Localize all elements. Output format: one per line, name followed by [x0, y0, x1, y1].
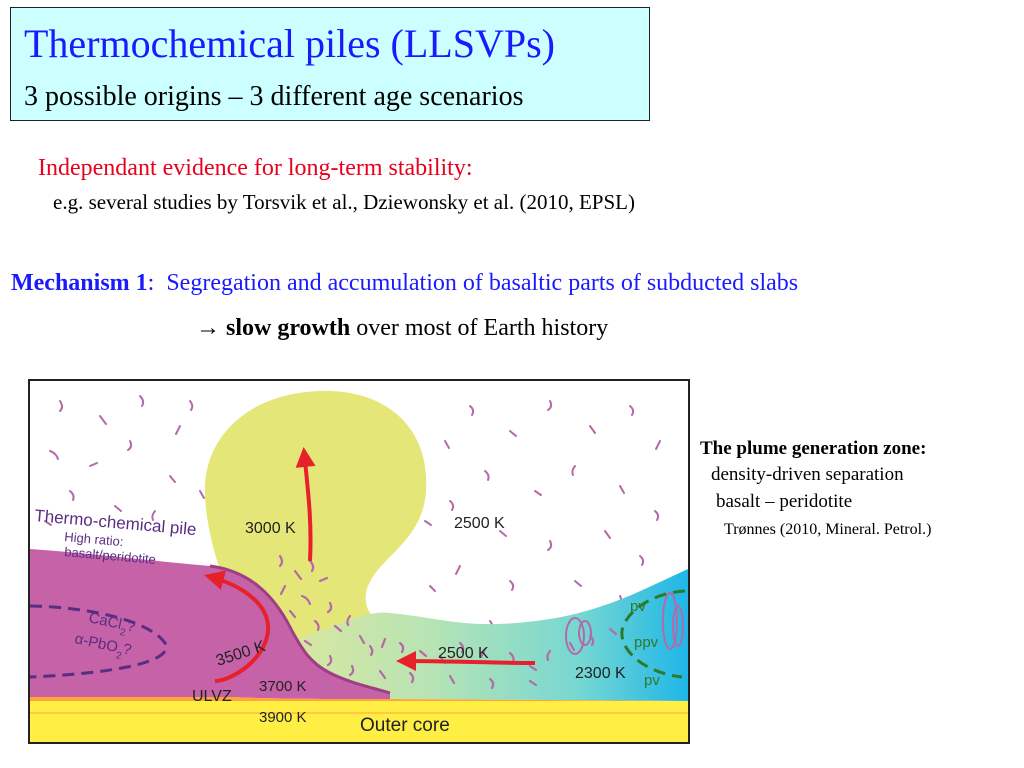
basal-flow-arrow [396, 651, 536, 672]
outer-core-label: Outer core [360, 715, 450, 736]
temp-2500-upper-label: 2500 K [454, 515, 505, 532]
mechanism-colon: : [147, 270, 167, 296]
temp-2500-lower-label: 2500 K [438, 645, 489, 662]
flow-arrows [204, 447, 536, 683]
side-note-line-2: basalt – peridotite [716, 491, 853, 512]
temp-3700-label: 3700 K [259, 678, 307, 695]
mantle-flecks [44, 395, 661, 631]
plume-rise-arrow [295, 447, 316, 562]
pile-flow-arrow [204, 570, 271, 683]
pile-ratio-label: High ratio: [64, 529, 124, 549]
plume-head [204, 390, 427, 643]
ppv-label: ppv [634, 634, 659, 651]
mechanism-label: Mechanism 1 [11, 270, 148, 296]
plume-diagram: Thermo-chemical pile High ratio: basalt/… [28, 379, 690, 744]
basal-layer-gradient [255, 569, 688, 701]
pv-bottom-label: pv [644, 672, 660, 689]
slide-title: Thermochemical piles (LLSVPs) [24, 21, 555, 66]
slide-subtitle: 3 possible origins – 3 different age sce… [24, 81, 524, 112]
ppv-boundary [620, 589, 686, 679]
ulvz-label: ULVZ [192, 688, 232, 705]
mechanism-consequence: → slow growth over most of Earth history [196, 315, 608, 342]
cacl2-boundary [30, 604, 168, 679]
evidence-detail: e.g. several studies by Torsvik et al., … [53, 190, 635, 214]
cacl2-label: CaCl2? [86, 609, 137, 640]
right-arrow: → [196, 315, 226, 341]
title-box: Thermochemical piles (LLSVPs) 3 possible… [10, 7, 650, 121]
side-note-line-1: density-driven separation [711, 464, 904, 485]
slab-edge [209, 564, 391, 695]
outer-core [30, 701, 688, 742]
thermo-chemical-pile [30, 549, 390, 699]
side-note-reference: Trønnes (2010, Mineral. Petrol.) [724, 521, 932, 538]
pv-top-label: pv [630, 598, 646, 615]
temp-3900-label: 3900 K [259, 709, 307, 726]
mechanism-bold-term: slow growth [226, 315, 351, 341]
mechanism-text: Segregation and accumulation of basaltic… [166, 270, 799, 296]
temp-3000-label: 3000 K [245, 520, 296, 537]
mechanism-line: Mechanism 1: Segregation and accumulatio… [11, 270, 798, 297]
evidence-heading: Independant evidence for long-term stabi… [38, 155, 473, 181]
plume-diagram-svg: Thermo-chemical pile High ratio: basalt/… [30, 381, 688, 742]
temp-2300-label: 2300 K [575, 665, 626, 682]
mechanism-rest: over most of Earth history [350, 315, 609, 341]
ppv-lenses [565, 592, 684, 655]
side-note-heading: The plume generation zone: [700, 438, 927, 459]
